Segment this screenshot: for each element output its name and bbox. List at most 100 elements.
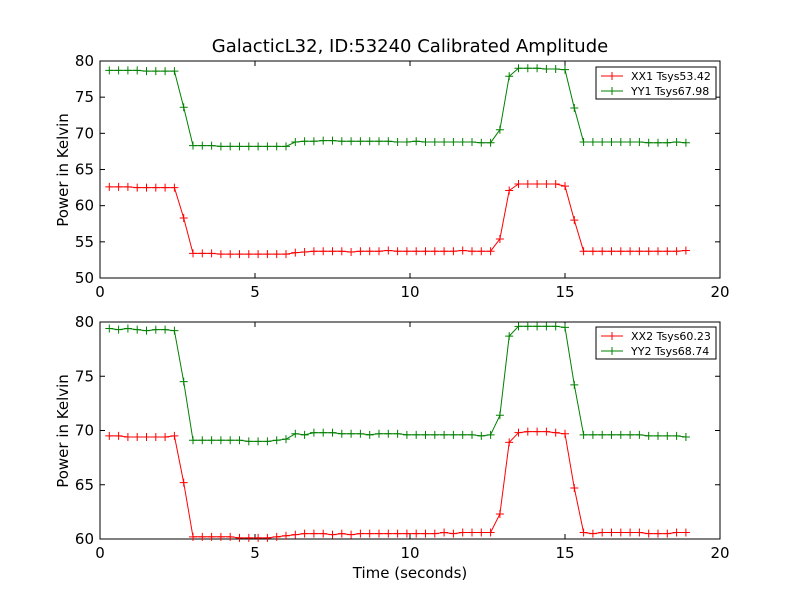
data-point — [477, 138, 486, 147]
data-point — [542, 179, 551, 188]
data-point — [151, 325, 160, 334]
data-point — [458, 138, 467, 147]
data-point — [598, 430, 607, 439]
data-point — [384, 246, 393, 255]
data-point — [393, 247, 402, 256]
data-point — [561, 182, 569, 191]
data-point — [384, 529, 393, 538]
data-point — [495, 510, 504, 519]
data-point — [133, 325, 142, 334]
data-point — [458, 246, 467, 255]
y-tick-label: 60 — [75, 197, 94, 215]
data-point — [319, 428, 328, 437]
data-point — [235, 533, 244, 542]
y-tick-label: 70 — [75, 422, 94, 440]
data-point — [207, 532, 216, 541]
legend-marker — [608, 87, 616, 95]
data-point — [551, 428, 560, 437]
data-point — [170, 67, 179, 76]
x-tick-label: 0 — [95, 283, 105, 301]
data-point — [681, 246, 690, 255]
data-point — [626, 430, 635, 439]
data-point — [161, 183, 170, 192]
data-point — [207, 436, 216, 445]
data-point — [105, 431, 114, 440]
data-point — [533, 179, 542, 188]
data-point — [198, 249, 207, 258]
x-tick-label: 5 — [250, 283, 260, 301]
data-point — [319, 529, 328, 538]
x-tick-label: 15 — [555, 544, 574, 562]
data-point — [170, 326, 179, 335]
data-point — [142, 433, 151, 442]
y-tick-label: 55 — [75, 233, 94, 251]
data-point — [533, 322, 542, 331]
data-point — [449, 247, 458, 256]
data-point — [142, 326, 151, 335]
data-point — [291, 138, 300, 147]
data-point — [672, 247, 681, 256]
data-point — [161, 325, 170, 334]
data-point — [309, 137, 318, 146]
data-point — [244, 437, 253, 446]
data-point — [291, 248, 300, 257]
data-point — [551, 179, 560, 188]
x-tick-label: 20 — [710, 283, 729, 301]
data-point — [626, 247, 635, 256]
data-point — [356, 247, 365, 256]
data-point — [468, 528, 476, 537]
data-point — [672, 138, 681, 147]
y-tick-label: 65 — [75, 476, 94, 494]
data-point — [263, 250, 272, 259]
data-point — [272, 250, 281, 259]
data-point — [579, 430, 588, 439]
data-point — [337, 429, 346, 438]
data-point — [226, 532, 235, 541]
data-point — [644, 247, 653, 256]
data-point — [226, 250, 235, 259]
data-point — [198, 141, 207, 150]
data-point — [430, 529, 439, 538]
data-point — [133, 433, 142, 442]
data-point — [421, 138, 430, 147]
data-point — [114, 66, 123, 75]
data-point — [440, 528, 449, 537]
data-point — [449, 529, 458, 538]
x-tick-label: 5 — [250, 544, 260, 562]
data-point — [282, 531, 290, 540]
data-point — [644, 138, 653, 147]
data-point — [505, 186, 514, 195]
data-point — [626, 528, 635, 537]
data-point — [430, 138, 439, 147]
data-point — [384, 429, 393, 438]
data-point — [226, 436, 235, 445]
data-point — [393, 529, 402, 538]
data-point — [486, 138, 495, 147]
data-point — [486, 430, 495, 439]
data-point — [216, 250, 225, 259]
legend-box — [595, 66, 717, 100]
data-point — [598, 528, 607, 537]
data-point — [114, 431, 123, 440]
data-point — [588, 430, 597, 439]
data-point — [607, 138, 616, 147]
data-point — [523, 179, 532, 188]
data-point — [365, 137, 374, 146]
data-point — [616, 247, 625, 256]
data-point — [254, 250, 263, 259]
data-point — [663, 138, 672, 147]
data-point — [254, 437, 263, 446]
data-point — [328, 247, 337, 256]
data-point — [412, 137, 421, 146]
legend: XX2 Tsys60.23 YY2 Tsys68.74 — [595, 326, 717, 360]
data-point — [440, 138, 449, 147]
data-point — [272, 142, 281, 151]
data-point — [440, 430, 449, 439]
data-point — [300, 430, 309, 439]
data-point — [142, 183, 151, 192]
data-point — [170, 183, 179, 192]
data-point — [533, 64, 542, 73]
data-point — [375, 529, 383, 538]
data-point — [300, 137, 309, 146]
data-point — [105, 324, 114, 333]
